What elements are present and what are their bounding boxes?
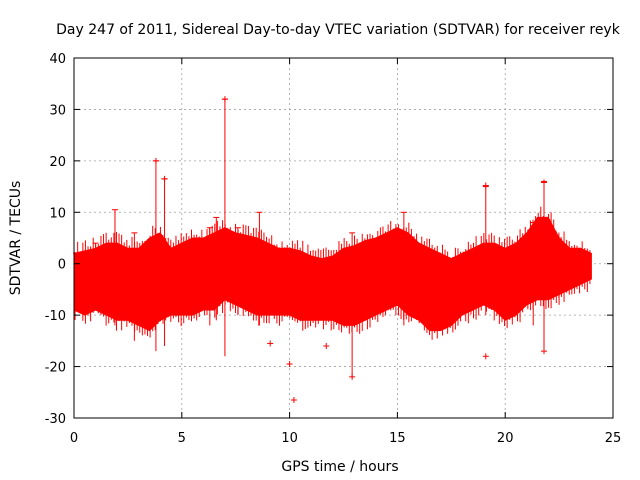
outlier-point bbox=[152, 157, 159, 164]
y-tick-label: -20 bbox=[45, 361, 66, 376]
x-axis-label: GPS time / hours bbox=[281, 459, 398, 475]
x-tick-label: 20 bbox=[497, 431, 514, 446]
x-tick-label: 15 bbox=[389, 431, 406, 446]
outlier-point bbox=[541, 348, 548, 355]
x-tick-label: 5 bbox=[178, 431, 186, 446]
outlier-point bbox=[541, 179, 548, 186]
y-tick-label: 20 bbox=[49, 155, 66, 170]
axes: 0 5 10 15 20 25 -30 -20 -10 0 10 20 30 40 bbox=[45, 52, 622, 446]
chart-title: Day 247 of 2011, Sidereal Day-to-day VTE… bbox=[56, 22, 621, 38]
x-tick-label: 25 bbox=[605, 431, 622, 446]
outlier-point bbox=[323, 343, 330, 349]
data-series bbox=[73, 96, 592, 403]
outlier-point bbox=[267, 340, 274, 347]
y-tick-label: 30 bbox=[49, 103, 66, 118]
y-axis-label: SDTVAR / TECUs bbox=[8, 181, 24, 296]
y-tick-label: 40 bbox=[49, 52, 66, 67]
data-band bbox=[73, 216, 592, 332]
plot-frame bbox=[73, 57, 614, 419]
outlier-point bbox=[482, 182, 489, 189]
y-tick-label: -30 bbox=[45, 412, 66, 427]
outlier-point bbox=[221, 96, 228, 103]
x-tick-label: 0 bbox=[70, 431, 78, 446]
y-tick-label: -10 bbox=[45, 309, 66, 324]
outlier-point bbox=[482, 353, 489, 360]
y-tick-label: 0 bbox=[58, 258, 66, 273]
outlier-point bbox=[286, 361, 293, 367]
y-tick-label: 10 bbox=[49, 206, 66, 221]
outlier-point bbox=[349, 373, 356, 380]
outlier-point bbox=[290, 397, 297, 403]
x-tick-label: 10 bbox=[281, 431, 298, 446]
outlier-point bbox=[161, 175, 168, 182]
